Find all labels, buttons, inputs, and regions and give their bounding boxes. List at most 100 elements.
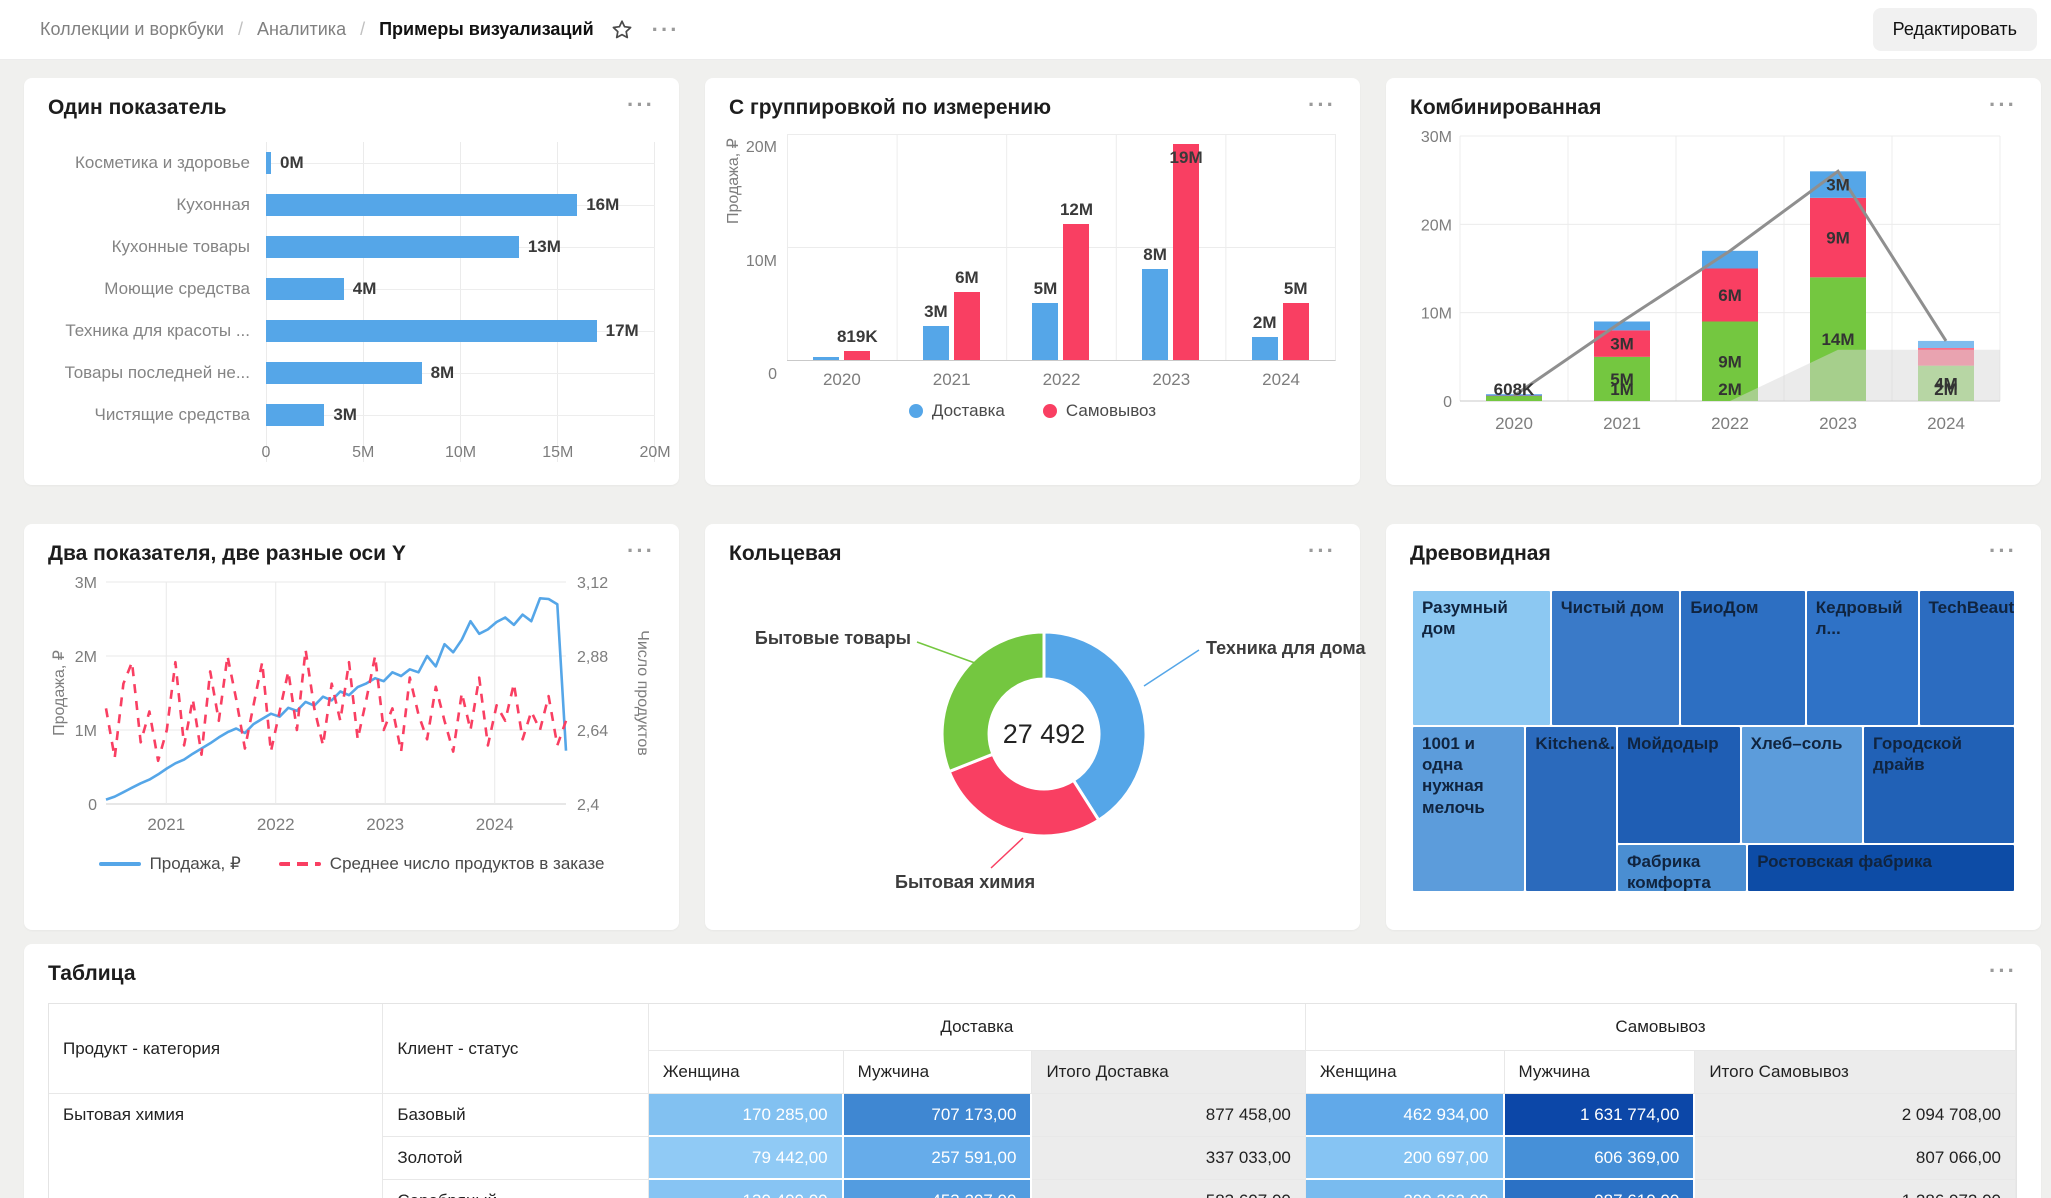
stacked-bar-segment[interactable] — [1918, 340, 1974, 348]
treemap-canvas[interactable]: Разумный дом Чистый дом БиоДом Кедровый л..… — [1412, 590, 2015, 892]
treemap-cell[interactable]: Ростовская фабрика — [1747, 843, 2015, 892]
cell-status: Базовый — [383, 1094, 649, 1137]
stacked-bar-segment[interactable] — [1702, 268, 1758, 322]
treemap-cell[interactable]: TechBeauty — [1918, 590, 2015, 726]
treemap-cell[interactable]: Чистый дом — [1550, 590, 1681, 726]
plot-area: 819K 3M 6M 5M 12M 8M 19M 2M 5M — [787, 134, 1336, 361]
sub-header[interactable]: Итого Самовывоз — [1695, 1051, 2016, 1094]
treemap-cell[interactable]: Кедровый л... — [1805, 590, 1919, 726]
bar[interactable]: 5M — [1282, 279, 1309, 360]
bar[interactable]: 3M — [922, 302, 949, 360]
donut-slice[interactable] — [940, 630, 1046, 774]
svg-text:2024: 2024 — [1927, 414, 1965, 433]
header-client-status[interactable]: Клиент - статус — [383, 1004, 649, 1094]
edit-button[interactable]: Редактировать — [1872, 8, 2037, 51]
cell-value: 257 591,00 — [843, 1137, 1033, 1180]
sub-header[interactable]: Женщина — [1305, 1051, 1505, 1094]
chart-menu-icon[interactable]: ··· — [1989, 92, 2017, 117]
svg-text:2022: 2022 — [1711, 414, 1749, 433]
favorite-star-icon[interactable] — [610, 18, 634, 42]
donut-chart-canvas[interactable]: 27 492 Бытовые товары Техника для дома Быто… — [729, 566, 1366, 912]
stacked-bar-segment[interactable] — [1486, 395, 1542, 401]
breadcrumb-analytics[interactable]: Аналитика — [256, 19, 347, 39]
dual-line-svg: 0 2,4 1M 2,64 2M 2,88 3M 3,12 2021 2022 2023 2024 Пр… — [51, 575, 651, 834]
dual-axis-line-chart-canvas[interactable]: 0 2,4 1M 2,64 2M 2,88 3M 3,12 2021 2022 2023 2024 Пр… — [48, 572, 655, 874]
bar[interactable]: 8M — [1142, 245, 1169, 360]
bar[interactable] — [813, 357, 840, 360]
svg-text:1M: 1M — [75, 723, 97, 740]
chart-menu-icon[interactable]: ··· — [627, 538, 655, 563]
treemap-cell[interactable]: Kitchen&... — [1525, 725, 1617, 892]
treemap-cell[interactable]: Фабрика комфорта — [1617, 843, 1748, 892]
treemap-cell[interactable]: БиоДом — [1680, 590, 1806, 726]
sub-header[interactable]: Мужчина — [1504, 1051, 1696, 1094]
cell-value: 1 286 972,00 — [1695, 1180, 2016, 1198]
bar[interactable] — [266, 320, 597, 342]
svg-text:9M: 9M — [1826, 229, 1850, 248]
bar[interactable] — [266, 152, 271, 174]
header-group-pickup[interactable]: Самовывоз — [1305, 1004, 2016, 1051]
bar[interactable]: 6M — [953, 268, 980, 360]
donut-slice[interactable] — [947, 752, 1101, 838]
card-donut: Кольцевая ··· 27 492 Бытовые товары Техник… — [705, 524, 1366, 930]
line-series[interactable] — [105, 596, 568, 801]
legend-item[interactable]: Среднее число продуктов в заказе — [278, 854, 604, 874]
bar-group: 5M 12M — [1006, 134, 1116, 360]
breadcrumb-separator: / — [360, 19, 366, 39]
bar-value-label: 8M — [430, 363, 455, 382]
sub-header[interactable]: Мужчина — [843, 1051, 1033, 1094]
bar[interactable] — [266, 194, 578, 216]
legend-label: Продажа, ₽ — [149, 854, 241, 873]
bar-row: 13M — [266, 226, 655, 268]
treemap-cell[interactable]: Городской драйв — [1863, 725, 2015, 844]
stacked-bar-segment[interactable] — [1702, 250, 1758, 269]
page-menu-icon[interactable]: ··· — [651, 16, 680, 42]
stacked-bar-segment[interactable] — [1594, 356, 1650, 401]
legend-item[interactable]: Самовывоз — [1042, 401, 1156, 421]
chart-menu-icon[interactable]: ··· — [1308, 538, 1336, 563]
combo-chart-canvas[interactable]: 0 10M 20M 30M 608K 2020 5M 3M 1M 2021 9M 6M 2M 2022 14… — [1410, 126, 2017, 456]
stacked-bar-segment[interactable] — [1702, 321, 1758, 402]
breadcrumb-current: Примеры визуализаций — [379, 19, 594, 39]
legend-item[interactable]: Доставка — [908, 401, 1005, 421]
bar[interactable] — [266, 404, 325, 426]
header-group-delivery[interactable]: Доставка — [648, 1004, 1306, 1051]
bar-value-label: 16M — [586, 195, 620, 214]
bar[interactable] — [266, 236, 519, 258]
stacked-bar-segment[interactable] — [1594, 321, 1650, 331]
line-series[interactable] — [1513, 169, 1948, 397]
category-axis: Косметика и здоровье Кухонная Кухонные тов… — [48, 142, 266, 462]
treemap-cell-label: Kitchen&... — [1535, 733, 1617, 753]
bar[interactable]: 819K — [837, 327, 878, 360]
sub-header[interactable]: Женщина — [648, 1051, 844, 1094]
treemap-cell[interactable]: 1001 и одна нужная мелочь — [1412, 725, 1526, 892]
svg-text:2021: 2021 — [1603, 414, 1641, 433]
bar[interactable] — [266, 362, 422, 384]
card-dual-axis: Два показателя, две разные оси Y ··· 0 2,… — [24, 524, 679, 930]
chart-menu-icon[interactable]: ··· — [1989, 538, 2017, 563]
cell-value: 2 094 708,00 — [1695, 1094, 2016, 1137]
card-single-indicator: Один показатель ··· Косметика и здоровье… — [24, 78, 679, 485]
line-series[interactable] — [104, 648, 568, 763]
chart-menu-icon[interactable]: ··· — [1989, 958, 2017, 983]
bar[interactable]: 12M — [1060, 200, 1093, 360]
x-tick-label: 2023 — [1152, 370, 1191, 389]
breadcrumb-collections[interactable]: Коллекции и воркбуки — [40, 19, 224, 39]
treemap-cell[interactable]: Хлеб–соль — [1740, 725, 1864, 844]
chart-menu-icon[interactable]: ··· — [1308, 92, 1336, 117]
bar[interactable] — [266, 278, 344, 300]
donut-slice[interactable] — [1042, 630, 1148, 823]
bar[interactable]: 2M — [1251, 313, 1278, 360]
legend-item[interactable]: Продажа, ₽ — [98, 854, 241, 874]
horizontal-bar-chart-canvas[interactable]: Косметика и здоровье Кухонная Кухонные тов… — [48, 142, 671, 462]
bar[interactable]: 19M — [1170, 144, 1203, 360]
treemap-cell[interactable]: Разумный дом — [1412, 590, 1551, 726]
header-product-category[interactable]: Продукт - категория — [49, 1004, 384, 1094]
chart-menu-icon[interactable]: ··· — [627, 92, 655, 117]
bar[interactable]: 5M — [1032, 279, 1059, 360]
treemap-cell[interactable]: Мойдодыр — [1617, 725, 1741, 844]
sub-header[interactable]: Итого Доставка — [1032, 1051, 1306, 1094]
grouped-bar-chart-canvas[interactable]: Продажа, ₽819K 3M 6M 5M 12M 8M 19M 2M 5M 0 10M 20M 2… — [725, 134, 1336, 421]
svg-text:Число продуктов: Число продуктов — [634, 630, 651, 756]
stacked-bar-segment[interactable] — [1810, 197, 1866, 278]
